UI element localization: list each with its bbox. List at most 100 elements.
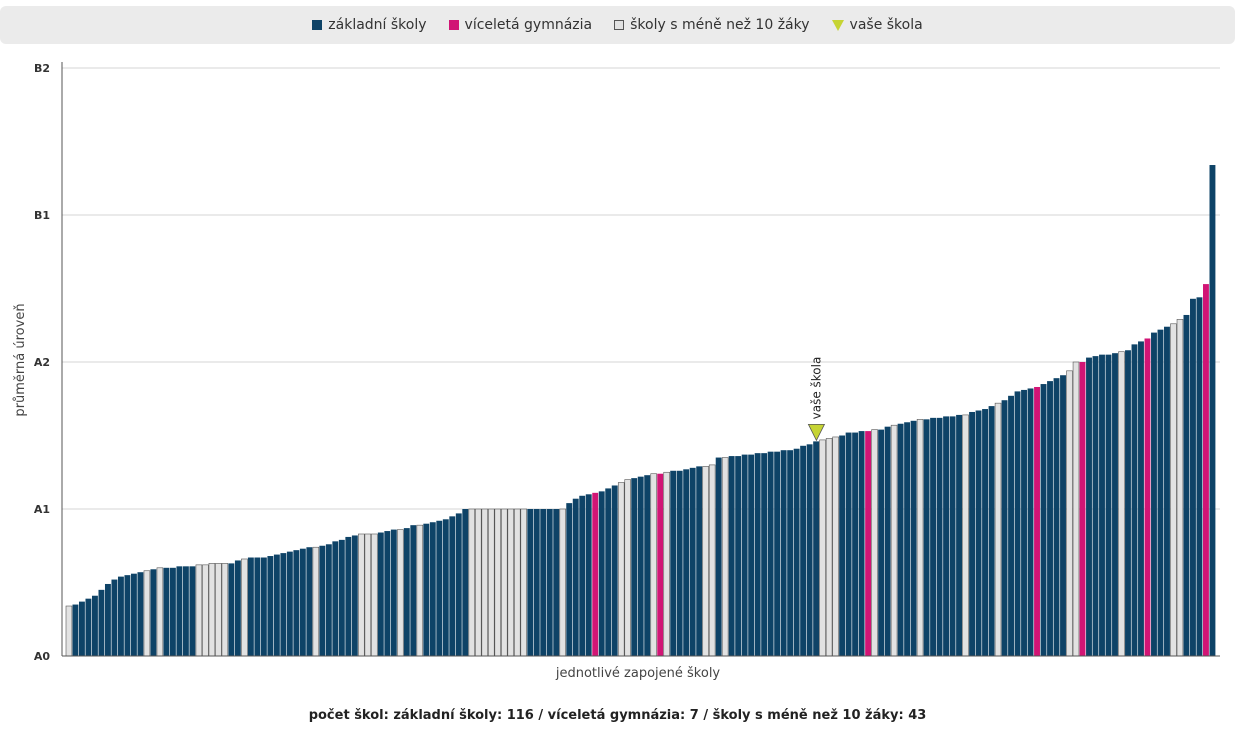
bar: [1047, 381, 1053, 656]
legend-item-male-skoly[interactable]: školy s méně než 10 žáky: [614, 17, 810, 33]
bar: [624, 479, 631, 657]
bar: [715, 457, 722, 656]
y-tick-label: B2: [34, 62, 50, 75]
bar: [189, 566, 196, 656]
bar: [1105, 354, 1112, 656]
bar: [475, 508, 482, 657]
bar: [65, 605, 73, 657]
bar: [721, 457, 729, 657]
bar: [650, 473, 657, 657]
bar: [845, 432, 852, 656]
bar: [969, 411, 976, 656]
bar: [260, 557, 267, 656]
bar: [871, 429, 878, 657]
bar: [1008, 395, 1014, 656]
bar: [468, 508, 476, 657]
bar: [767, 451, 774, 656]
bar: [916, 419, 924, 657]
bar: [163, 567, 170, 656]
bar: [312, 546, 320, 657]
bar: [351, 535, 358, 656]
bar: [930, 417, 937, 656]
legend-item-zakladni[interactable]: základní školy: [312, 17, 427, 33]
bar: [429, 522, 436, 656]
bar: [904, 422, 911, 656]
bar: [579, 495, 586, 656]
bar: [501, 508, 508, 657]
bar: [247, 557, 254, 656]
bar: [819, 439, 826, 657]
bar: [176, 566, 183, 656]
bar: [299, 548, 306, 656]
bar: [72, 604, 79, 656]
bar: [982, 409, 988, 656]
bar: [1138, 341, 1144, 656]
bar: [520, 508, 527, 657]
bar: [527, 509, 534, 656]
bar: [397, 529, 404, 657]
bar: [832, 436, 839, 657]
legend-item-gymnazia[interactable]: víceletá gymnázia: [448, 17, 593, 33]
bar: [449, 516, 456, 656]
bar: [117, 576, 124, 656]
y-tick-label: A0: [34, 650, 51, 663]
legend-swatch-gymnazia: [448, 20, 459, 30]
bar: [585, 494, 592, 656]
bar: [852, 432, 859, 656]
bar: [384, 531, 391, 656]
bar: [988, 406, 995, 656]
bar: [676, 470, 683, 656]
bar: [683, 469, 690, 656]
bar: [923, 419, 930, 656]
bar: [890, 424, 898, 657]
bar: [806, 444, 813, 656]
bar: [637, 476, 644, 656]
bar: [761, 453, 768, 656]
bar: [286, 551, 293, 656]
bar: [78, 601, 85, 656]
bar: [410, 525, 417, 656]
bar: [741, 454, 748, 656]
bar: [1144, 338, 1151, 656]
bar: [1203, 284, 1209, 656]
bar: [130, 573, 137, 656]
bar: [689, 467, 696, 656]
bar: [403, 528, 410, 656]
bar: [605, 488, 612, 656]
bar: [1209, 165, 1216, 656]
y-tick-labels: A0 A1 A2 B1 B2: [34, 62, 51, 663]
bar: [1170, 323, 1177, 657]
bar: [332, 541, 339, 656]
legend-label-zakladni: základní školy: [328, 17, 427, 33]
bar: [228, 563, 235, 656]
bar: [111, 579, 118, 656]
bar: [514, 508, 521, 657]
footer-summary: počet škol: základní školy: 116 / vícele…: [308, 708, 927, 723]
bar: [273, 554, 280, 656]
y-tick-label: A2: [34, 356, 50, 369]
bar: [195, 564, 203, 657]
bar: [1014, 391, 1021, 656]
bar: [592, 492, 599, 656]
bar: [566, 503, 573, 656]
legend-item-vase-skola[interactable]: vaše škola: [831, 17, 923, 33]
bar: [540, 509, 547, 656]
your-school-label: vaše škola: [809, 357, 823, 420]
bar: [91, 595, 98, 656]
bar-chart: A0 A1 A2 B1 B2 vaše škola průměrná úroveň je…: [13, 62, 1220, 681]
bar: [150, 569, 157, 656]
bar: [1034, 386, 1040, 656]
bar: [507, 508, 515, 657]
bar: [85, 598, 92, 656]
bar: [280, 553, 287, 656]
bar: [1196, 297, 1203, 656]
bar: [494, 508, 502, 657]
bar: [1027, 388, 1034, 656]
legend-label-gymnazia: víceletá gymnázia: [464, 17, 593, 33]
bar: [156, 567, 164, 657]
bar: [754, 453, 761, 656]
bar: [1131, 344, 1138, 656]
bar: [202, 564, 209, 657]
bar: [1099, 354, 1105, 656]
bar: [1164, 326, 1170, 656]
